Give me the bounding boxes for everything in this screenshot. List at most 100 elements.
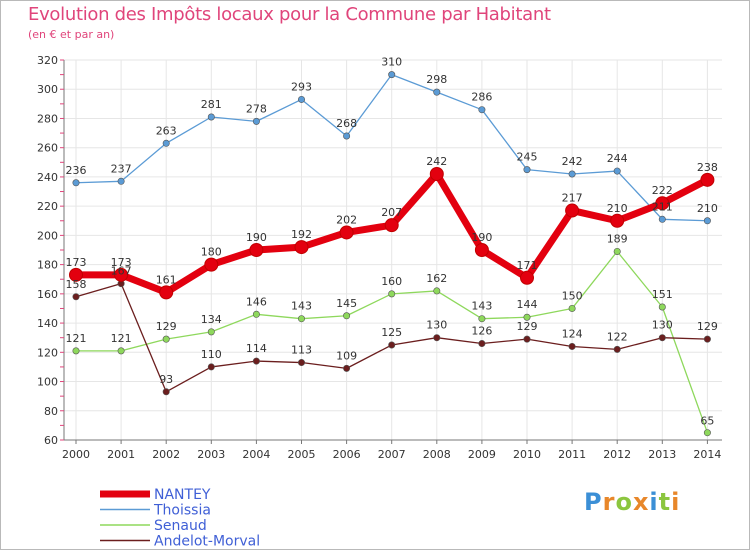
data-label: 202	[336, 213, 357, 226]
x-tick-label: 2004	[242, 448, 270, 461]
data-point	[658, 334, 666, 342]
data-label: 134	[201, 313, 222, 326]
data-label: 173	[111, 256, 132, 269]
y-tick-label: 160	[37, 288, 58, 301]
data-label: 124	[562, 327, 583, 340]
data-point	[72, 347, 80, 355]
data-point	[474, 243, 489, 257]
data-point	[343, 364, 351, 372]
data-label: 146	[246, 295, 267, 308]
legend-label: Andelot-Morval	[154, 534, 260, 550]
legend-label: NANTEY	[154, 487, 211, 503]
data-label: 151	[652, 288, 673, 301]
data-label: 293	[291, 80, 312, 93]
y-tick-label: 220	[37, 200, 58, 213]
data-label: 236	[66, 164, 87, 177]
data-label: 144	[517, 298, 538, 311]
x-tick-label: 2009	[468, 448, 496, 461]
data-label: 192	[291, 228, 312, 241]
data-label: 210	[697, 202, 718, 215]
data-point	[703, 429, 711, 437]
logo-letter: P	[584, 488, 603, 516]
data-point	[655, 196, 670, 211]
data-label: 126	[471, 325, 492, 338]
data-point	[252, 117, 260, 125]
data-label: 310	[381, 56, 402, 69]
data-point	[613, 167, 621, 175]
data-label: 121	[66, 332, 87, 345]
y-tick-label: 80	[44, 405, 58, 418]
y-tick-label: 300	[37, 83, 58, 96]
data-point	[433, 88, 441, 96]
data-point	[568, 342, 576, 350]
data-point	[294, 240, 309, 255]
logo-letter: r	[602, 488, 616, 516]
logo-letter: x	[632, 488, 650, 516]
data-point	[297, 359, 305, 367]
y-tick-label: 260	[37, 142, 58, 155]
data-point	[339, 225, 354, 240]
data-point	[207, 113, 215, 121]
y-tick-label: 140	[37, 317, 58, 330]
data-point	[520, 270, 534, 285]
data-point	[388, 341, 396, 349]
data-label: 190	[471, 231, 492, 244]
data-point	[478, 315, 486, 323]
data-label: 145	[336, 297, 357, 310]
data-point	[162, 335, 170, 343]
data-point	[703, 217, 711, 225]
data-point	[252, 310, 260, 318]
data-label: 263	[156, 124, 177, 137]
y-tick-label: 180	[37, 259, 58, 272]
data-point	[114, 267, 129, 282]
data-point	[388, 290, 396, 298]
data-point	[523, 166, 531, 174]
data-label: 207	[381, 206, 402, 219]
data-point	[478, 340, 486, 348]
data-point	[523, 313, 531, 321]
data-label: 129	[697, 320, 718, 333]
data-label: 150	[562, 289, 583, 302]
data-point	[384, 218, 399, 233]
x-tick-label: 2014	[693, 448, 721, 461]
x-tick-label: 2013	[648, 448, 676, 461]
data-label: 160	[381, 275, 402, 288]
logo-letter: o	[615, 488, 633, 516]
data-label: 114	[246, 342, 267, 355]
data-label: 242	[426, 155, 447, 168]
data-label: 286	[471, 91, 492, 104]
data-label: 217	[562, 192, 583, 205]
logo-letter: t	[658, 488, 672, 516]
data-label: 222	[652, 184, 673, 197]
data-label: 113	[291, 344, 312, 357]
data-label: 189	[607, 232, 628, 245]
data-point	[610, 213, 625, 228]
data-point	[613, 247, 621, 255]
data-label: 122	[607, 330, 628, 343]
data-point	[523, 335, 531, 343]
x-tick-label: 2001	[107, 448, 135, 461]
data-label: 162	[426, 272, 447, 285]
data-point	[565, 203, 580, 218]
data-point	[252, 357, 260, 365]
data-label: 129	[517, 320, 538, 333]
y-tick-label: 320	[37, 54, 58, 67]
data-point	[249, 243, 264, 257]
data-label: 180	[201, 246, 222, 259]
data-point	[433, 334, 441, 342]
data-point	[658, 303, 666, 311]
logo-letter: i	[671, 488, 681, 516]
data-point	[343, 132, 351, 140]
data-label: 167	[111, 265, 132, 278]
plot-area	[64, 60, 722, 440]
legend-label: Senaud	[154, 518, 207, 534]
chart-title: Evolution des Impôts locaux pour la Comm…	[28, 4, 551, 25]
data-label: 190	[246, 231, 267, 244]
data-point	[568, 170, 576, 178]
data-label: 278	[246, 102, 267, 115]
data-point	[117, 177, 125, 185]
data-label: 110	[201, 348, 222, 361]
data-point	[72, 179, 80, 187]
data-label: 130	[426, 319, 447, 332]
